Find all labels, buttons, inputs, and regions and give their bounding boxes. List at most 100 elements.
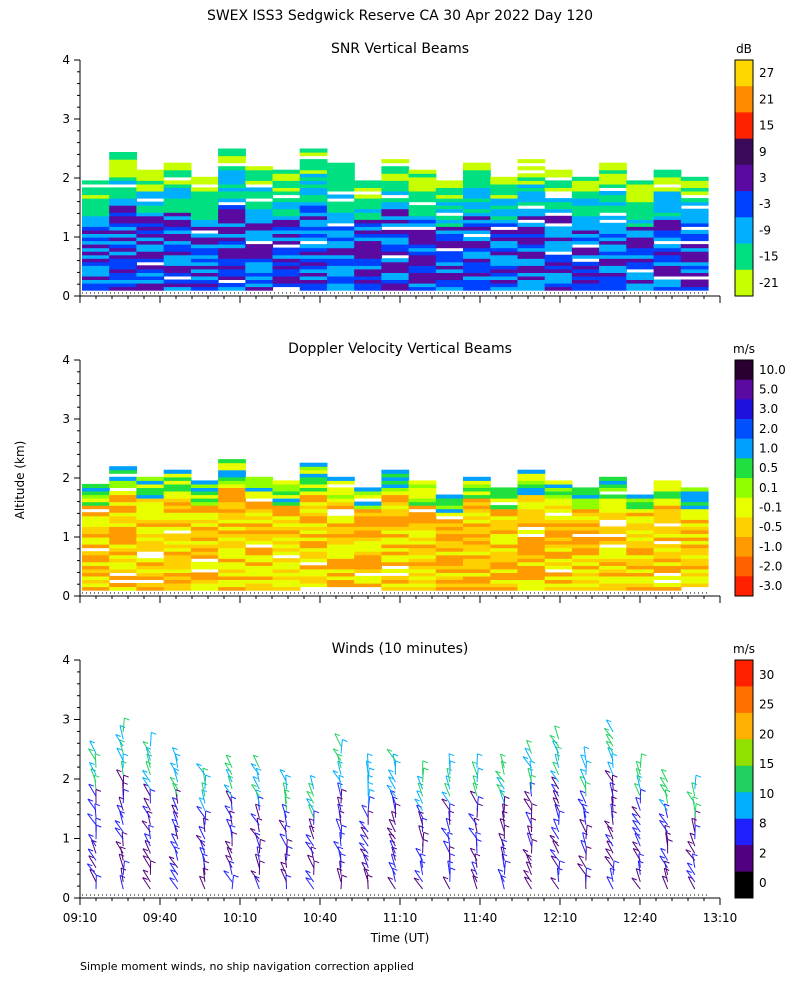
wind-barb — [284, 853, 287, 868]
heatmap-cell — [490, 537, 519, 542]
wind-barb-flag — [505, 860, 511, 864]
heatmap-cell — [653, 244, 682, 249]
wind-barb — [388, 862, 396, 876]
heatmap-cell — [299, 180, 328, 185]
heatmap-cell — [680, 229, 709, 234]
wind-barb — [359, 848, 369, 861]
heatmap-cell — [626, 222, 655, 227]
heatmap-cell — [544, 219, 573, 224]
wind-barb — [605, 740, 614, 754]
heatmap-cell — [571, 251, 600, 256]
wind-barb-flag — [388, 769, 394, 773]
wind-barb — [499, 818, 505, 833]
heatmap-cell — [327, 491, 355, 496]
heatmap-cell — [190, 583, 219, 588]
heatmap-cell — [517, 487, 546, 492]
wind-barb-flag — [260, 838, 266, 842]
heatmap-cell — [653, 561, 682, 566]
heatmap-cell — [435, 261, 464, 266]
heatmap-cell — [327, 575, 355, 580]
wind-barb — [340, 875, 343, 890]
heatmap-cell — [381, 176, 410, 181]
heatmap-cell — [245, 251, 274, 256]
heatmap-cell — [653, 498, 682, 503]
heatmap-cell — [218, 251, 246, 256]
heatmap-cell — [653, 512, 682, 517]
wind-barb-flag — [285, 824, 291, 828]
colorbar-label: 10 — [759, 787, 774, 801]
wind-barb-flag — [342, 739, 348, 742]
heatmap-cell — [299, 526, 328, 531]
heatmap-cell — [463, 494, 491, 499]
heatmap-cell — [109, 286, 137, 291]
wind-barb-flag — [231, 831, 238, 835]
heatmap-cell — [517, 176, 546, 181]
heatmap-cell — [653, 247, 682, 252]
heatmap-cell — [136, 258, 165, 263]
heatmap-cell — [544, 237, 573, 242]
wind-barb-flag — [659, 776, 666, 780]
wind-barb — [120, 868, 124, 882]
heatmap-cell — [571, 240, 600, 245]
heatmap-cell — [599, 575, 627, 580]
heatmap-cell — [218, 240, 246, 245]
heatmap-cell — [463, 515, 491, 520]
wind-barb — [172, 783, 179, 797]
wind-barb-flag — [413, 877, 420, 881]
heatmap-cell — [299, 212, 328, 217]
wind-barb-flag — [468, 827, 474, 831]
heatmap-cell — [272, 191, 301, 196]
heatmap-cell — [245, 219, 274, 224]
wind-barb-flag — [339, 810, 345, 814]
heatmap-cell — [408, 565, 437, 570]
wind-barb — [308, 783, 315, 797]
wind-barb-flag — [87, 798, 94, 802]
heatmap-cell — [245, 508, 274, 513]
heatmap-cell — [190, 505, 219, 510]
figure-title: SWEX ISS3 Sedgwick Reserve CA 30 Apr 202… — [207, 8, 593, 24]
heatmap-cell — [517, 237, 546, 242]
wind-barb-flag — [449, 853, 456, 857]
heatmap-cell — [190, 483, 219, 488]
heatmap-cell — [571, 544, 600, 549]
heatmap-cell — [354, 247, 382, 252]
wind-barb — [199, 847, 206, 861]
wind-barb-flag — [470, 790, 476, 794]
wind-barb-flag — [367, 781, 374, 785]
heatmap-cell — [272, 258, 301, 263]
wind-barb-flag — [689, 832, 696, 836]
heatmap-cell — [327, 561, 355, 566]
heatmap-cell — [299, 498, 328, 503]
heatmap-cell — [381, 583, 410, 588]
heatmap-cell — [490, 176, 519, 181]
wind-barb — [552, 840, 560, 854]
heatmap-cell — [272, 547, 301, 552]
wind-barb-flag — [254, 832, 261, 836]
heatmap-cell — [109, 265, 137, 270]
wind-barb-flag — [423, 831, 429, 835]
heatmap-cell — [299, 466, 328, 471]
wind-barb — [550, 877, 560, 890]
wind-barb — [89, 869, 97, 883]
heatmap-cell — [327, 261, 355, 266]
wind-barb-flag — [420, 860, 426, 864]
wind-barb-flag — [582, 803, 588, 807]
heatmap-cell — [599, 222, 627, 227]
heatmap-cell — [544, 572, 573, 577]
heatmap-cell — [653, 551, 682, 556]
heatmap-cell — [381, 265, 410, 270]
wind-barb-flag — [123, 788, 129, 792]
heatmap-cell — [571, 554, 600, 559]
heatmap-cell — [272, 176, 301, 181]
heatmap-cell — [435, 275, 464, 280]
heatmap-cell — [299, 208, 328, 213]
heatmap-cell — [680, 558, 709, 563]
heatmap-cell — [408, 512, 437, 517]
heatmap-cell — [299, 540, 328, 545]
wind-barb-flag — [88, 783, 94, 787]
heatmap-cell — [218, 148, 246, 153]
heatmap-cell — [218, 491, 246, 496]
heatmap-cell — [327, 533, 355, 538]
